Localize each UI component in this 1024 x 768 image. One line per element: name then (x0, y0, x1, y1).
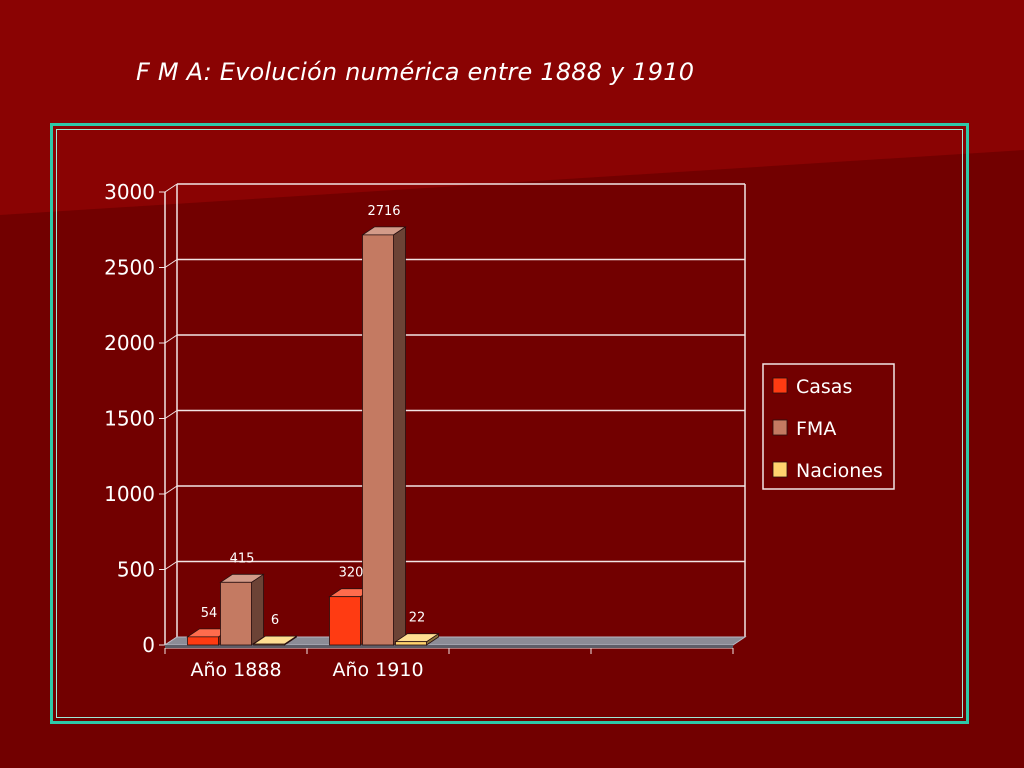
gridline-depth (164, 334, 178, 344)
chart-data-labels: 54 415 6 320 2716 22 (201, 204, 426, 628)
legend-label: Casas (796, 376, 852, 398)
legend-box (762, 363, 895, 490)
legend-swatch (772, 377, 788, 394)
y-tick-label: 1000 (104, 482, 155, 506)
x-tick-label: Año 1888 (190, 659, 281, 681)
y-tick-label: 500 (117, 558, 155, 582)
bar (253, 643, 285, 646)
y-tick-label: 2500 (104, 256, 155, 280)
chart-legend: Casas FMA Naciones (762, 363, 895, 490)
y-tick-label: 2000 (104, 331, 155, 355)
bar (329, 596, 361, 646)
bar (220, 581, 252, 646)
data-label: 320 (339, 566, 364, 581)
y-tick-label: 0 (142, 633, 155, 657)
bar (395, 641, 427, 646)
bar (362, 234, 394, 646)
chart-floor-front (165, 645, 733, 648)
y-tick-label: 1500 (104, 407, 155, 431)
data-label: 22 (409, 611, 426, 626)
chart-tick-labels: 0 500 1000 1500 2000 2500 3000 Año 1888 Año 1910 (104, 180, 423, 681)
legend-swatch (772, 419, 788, 436)
bar-side (393, 226, 406, 646)
chart-floor (163, 636, 747, 648)
background-highlight (0, 0, 1024, 215)
gridline-depth (164, 561, 178, 570)
chart-gridlines (164, 183, 745, 646)
legend-label: Naciones (796, 460, 883, 482)
gridline-depth (164, 259, 178, 268)
legend-label: FMA (796, 418, 836, 440)
x-tick-label: Año 1910 (332, 659, 423, 681)
data-label: 54 (201, 606, 218, 621)
data-label: 6 (271, 613, 279, 628)
gridline-depth (164, 485, 178, 495)
gridline-depth (164, 183, 178, 193)
chart-bars (186, 226, 440, 646)
legend-swatch (772, 461, 788, 478)
gridline-depth (164, 410, 178, 419)
y-tick-label: 3000 (104, 180, 155, 204)
slide-title: F M A: Evolución numérica entre 1888 y 1… (136, 58, 695, 86)
bar-side (251, 573, 264, 646)
data-label: 415 (230, 551, 255, 566)
chart-frame (50, 123, 969, 724)
bar (187, 636, 219, 646)
data-label: 2716 (367, 204, 400, 219)
